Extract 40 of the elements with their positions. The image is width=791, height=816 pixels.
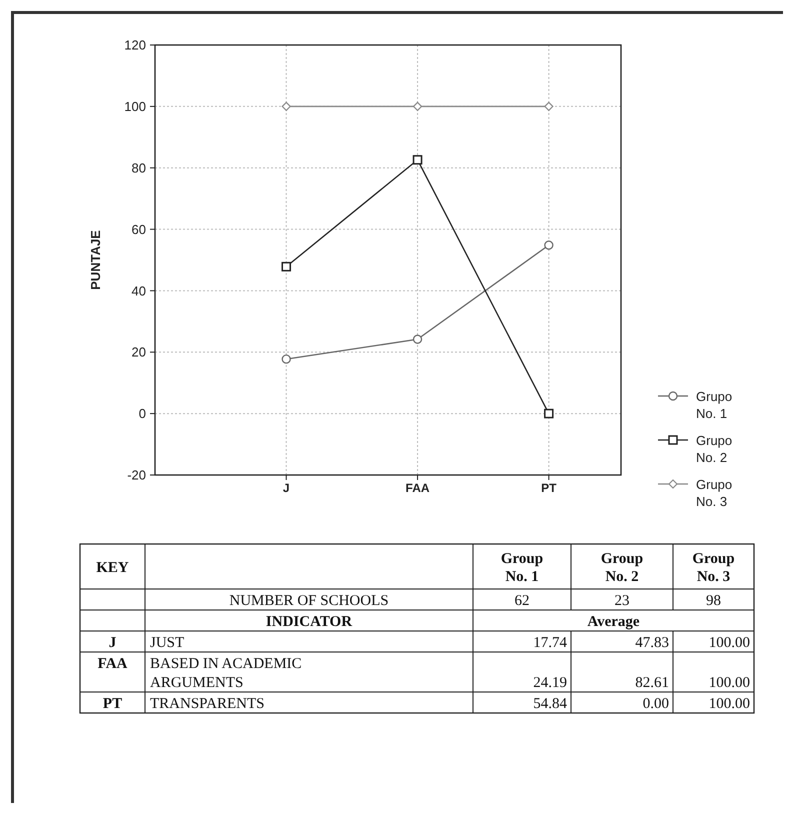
text: 0.00 (642, 696, 669, 712)
text: 54.84 (533, 696, 568, 712)
y-tick-label: 40 (132, 283, 146, 298)
text: JUST (150, 635, 184, 651)
text: 23 (614, 593, 630, 609)
y-axis-title: PUNTAJE (88, 230, 103, 290)
text: BASED IN ACADEMIC ARGUMENTS (150, 656, 302, 691)
text: 24.19 (533, 675, 567, 691)
text: 100.00 (708, 635, 750, 651)
text: Group No. 3 (692, 551, 735, 585)
text: 100.00 (708, 696, 750, 712)
text: 82.61 (635, 675, 669, 691)
text: Group No. 1 (500, 551, 544, 585)
y-tick-label: 0 (138, 406, 146, 422)
text: 100.00 (708, 675, 750, 691)
x-tick-label: FAA (406, 481, 430, 495)
legend-label: Grupo No. 1 (696, 389, 732, 421)
y-tick-label: 60 (132, 222, 146, 237)
y-tick-label: 120 (124, 38, 146, 53)
text: Average (587, 614, 640, 630)
category-label: PT (102, 696, 122, 712)
text: 47.83 (635, 635, 669, 651)
text: NUMBER OF SCHOOLS (229, 593, 389, 609)
text: 62 (514, 593, 530, 609)
text: 17.74 (533, 635, 568, 651)
text: 98 (706, 593, 721, 609)
y-tick-label: 100 (124, 98, 146, 114)
y-tick-label: 80 (132, 160, 146, 176)
text: Group No. 2 (600, 551, 644, 585)
x-tick-label: J (282, 481, 290, 495)
legend-label: Grupo No. 2 (696, 433, 732, 465)
text: TRANSPARENTS (150, 696, 264, 712)
text: KEY (96, 560, 129, 576)
category-label: J (108, 635, 116, 651)
y-tick-label: -20 (127, 468, 146, 483)
category-label: FAA (98, 656, 128, 672)
x-tick-label: PT (541, 481, 558, 495)
y-tick-label: 20 (132, 344, 146, 360)
legend-label: Grupo No. 3 (696, 477, 732, 509)
text: INDICATOR (266, 614, 352, 630)
